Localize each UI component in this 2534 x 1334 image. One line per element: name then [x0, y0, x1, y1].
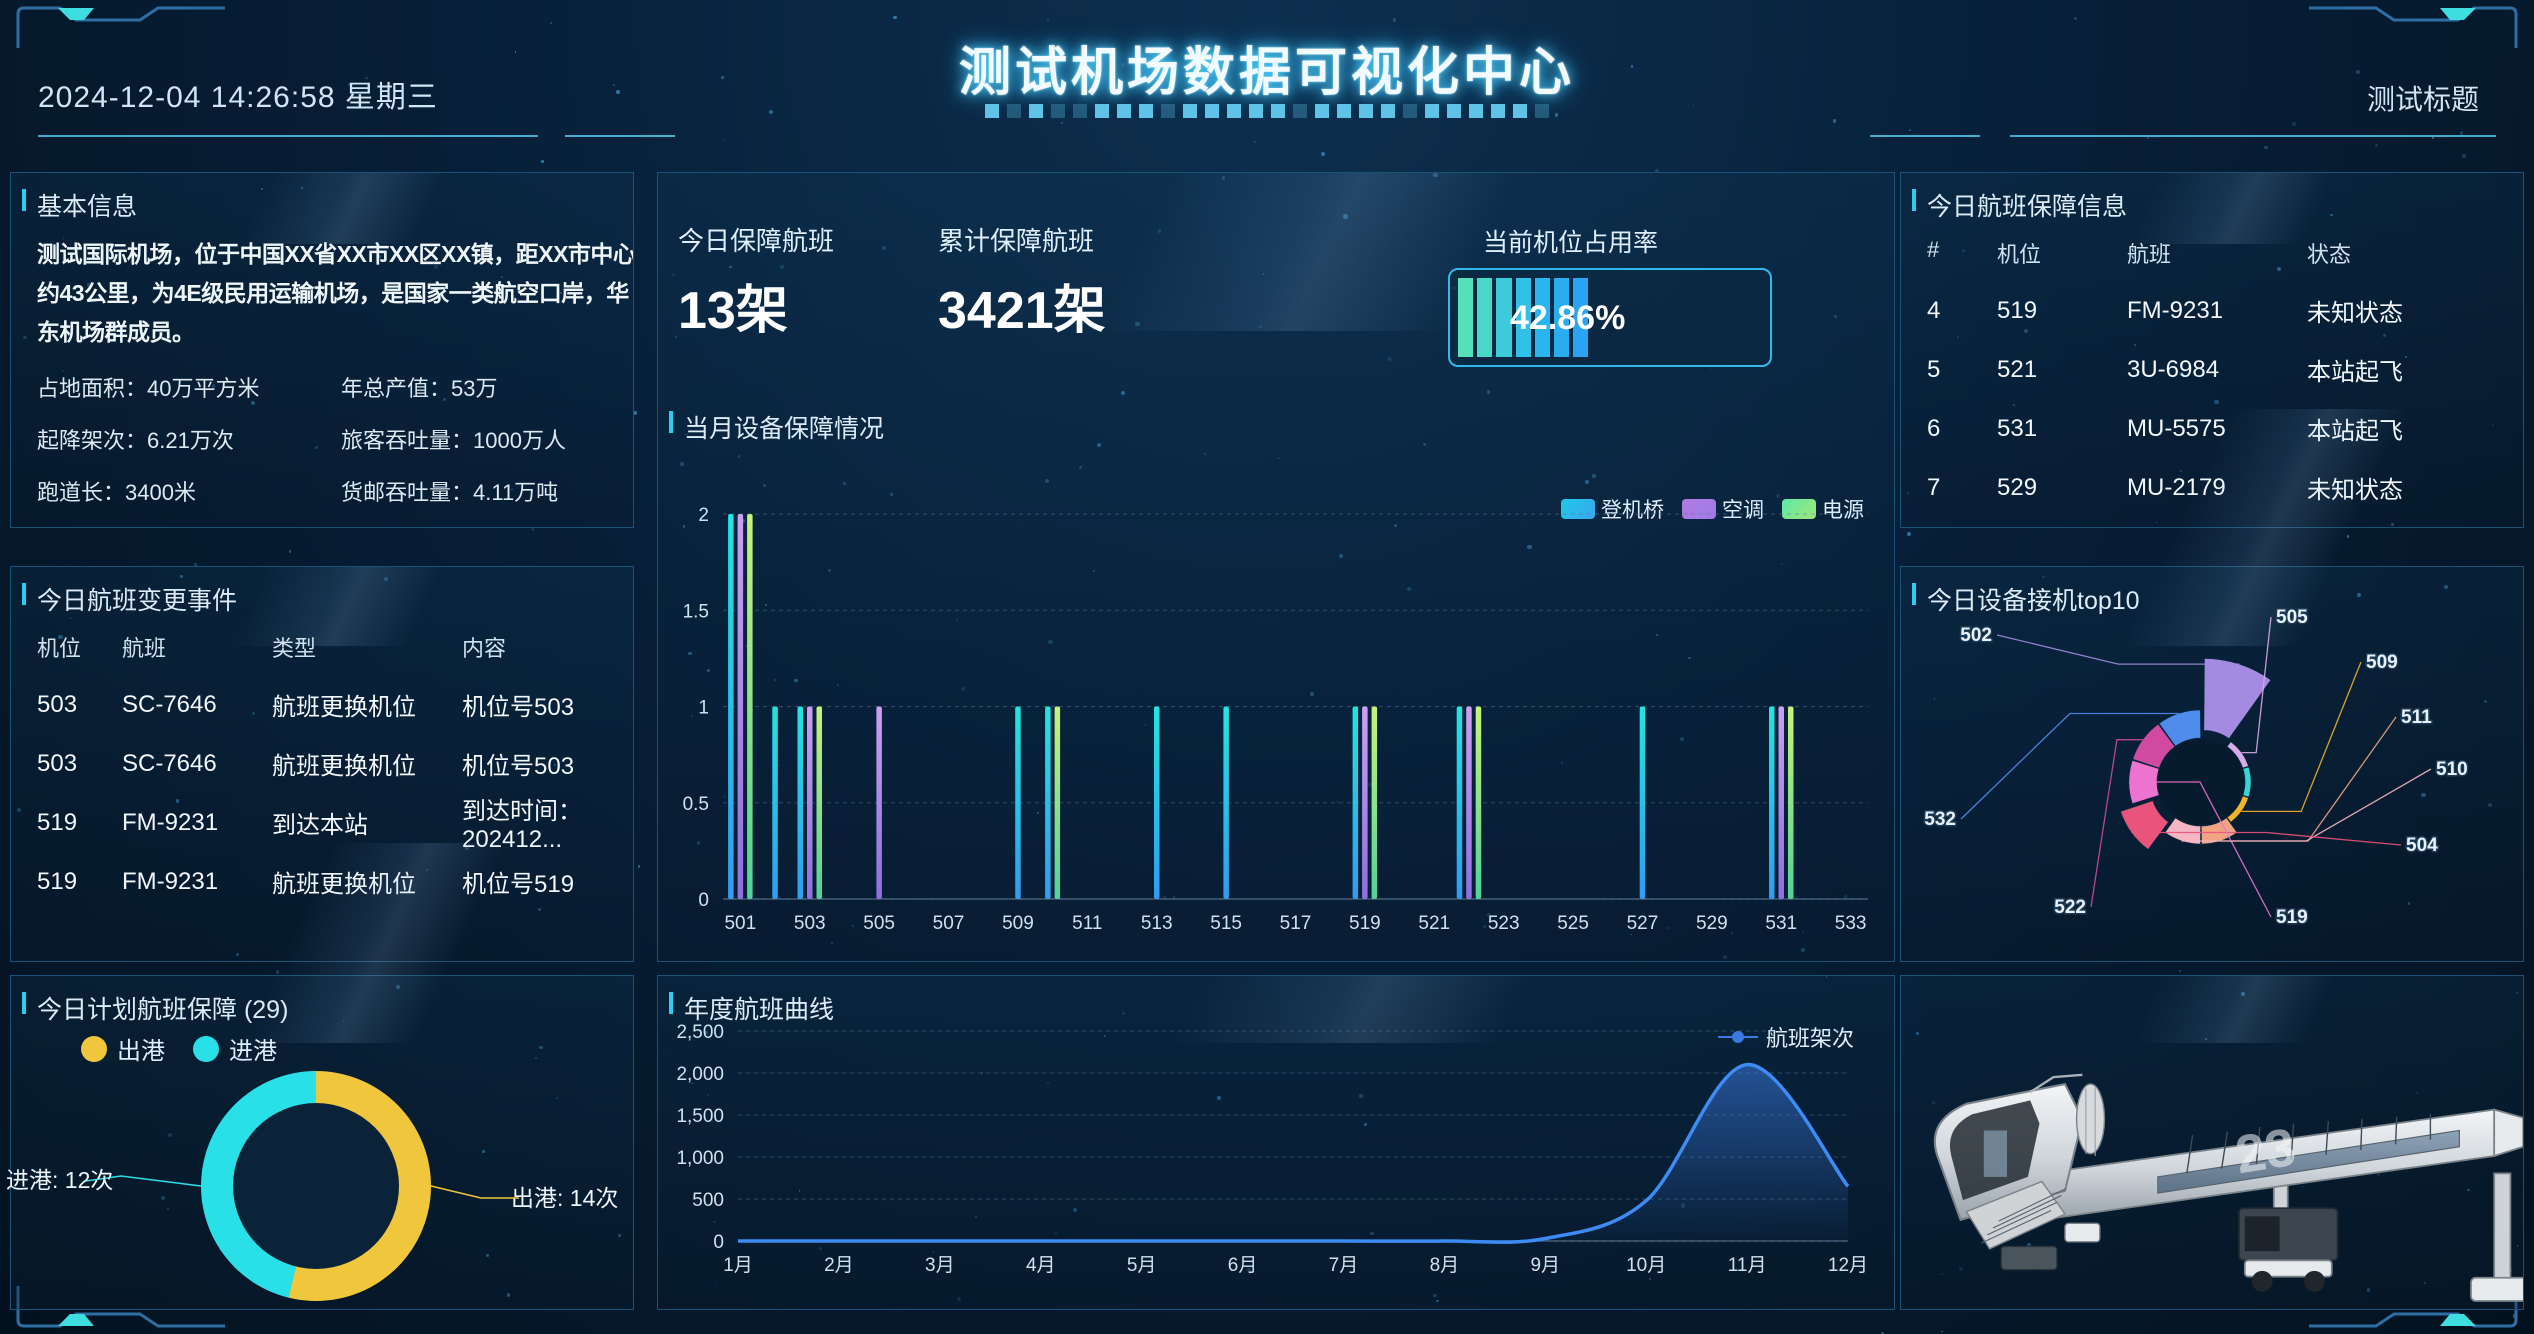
svg-text:522: 522	[2054, 897, 2086, 918]
svg-text:3月: 3月	[925, 1255, 955, 1276]
svg-text:505: 505	[863, 913, 895, 934]
svg-text:502: 502	[1960, 625, 1992, 646]
svg-text:6月: 6月	[1228, 1255, 1258, 1276]
svg-text:515: 515	[1210, 913, 1242, 934]
svg-text:5月: 5月	[1127, 1255, 1157, 1276]
svg-text:511: 511	[1072, 913, 1102, 934]
svg-text:517: 517	[1280, 913, 1312, 934]
svg-text:504: 504	[2406, 835, 2438, 856]
svg-text:525: 525	[1557, 913, 1589, 934]
svg-text:10月: 10月	[1626, 1255, 1666, 1276]
svg-text:519: 519	[2276, 907, 2308, 928]
svg-text:507: 507	[933, 913, 965, 934]
svg-text:0: 0	[713, 1232, 724, 1253]
svg-text:513: 513	[1141, 913, 1173, 934]
svg-text:11月: 11月	[1728, 1255, 1767, 1276]
svg-text:503: 503	[794, 913, 826, 934]
svg-text:23: 23	[2232, 1118, 2300, 1186]
svg-text:4月: 4月	[1026, 1255, 1056, 1276]
svg-text:511: 511	[2401, 707, 2432, 728]
svg-text:9月: 9月	[1530, 1255, 1560, 1276]
svg-text:7月: 7月	[1329, 1255, 1359, 1276]
svg-text:0: 0	[698, 890, 709, 911]
svg-text:1: 1	[698, 698, 709, 719]
svg-text:523: 523	[1488, 913, 1520, 934]
svg-text:521: 521	[1418, 913, 1450, 934]
svg-text:1.5: 1.5	[683, 601, 709, 622]
svg-text:531: 531	[1765, 913, 1797, 934]
svg-text:533: 533	[1835, 913, 1867, 934]
svg-text:0.5: 0.5	[683, 794, 709, 815]
svg-text:2: 2	[698, 505, 709, 526]
svg-text:527: 527	[1627, 913, 1659, 934]
svg-text:500: 500	[692, 1190, 724, 1211]
svg-text:505: 505	[2276, 607, 2308, 628]
svg-text:2,000: 2,000	[676, 1064, 724, 1085]
svg-text:501: 501	[724, 913, 756, 934]
svg-text:532: 532	[1924, 809, 1956, 830]
svg-text:509: 509	[2366, 652, 2398, 673]
svg-text:12月: 12月	[1828, 1255, 1868, 1276]
svg-text:510: 510	[2436, 759, 2468, 780]
svg-text:509: 509	[1002, 913, 1034, 934]
svg-text:8月: 8月	[1430, 1255, 1460, 1276]
svg-text:1,000: 1,000	[676, 1148, 724, 1169]
svg-text:2,500: 2,500	[676, 1022, 724, 1043]
svg-text:529: 529	[1696, 913, 1728, 934]
svg-text:2月: 2月	[824, 1255, 854, 1276]
svg-text:519: 519	[1349, 913, 1381, 934]
svg-text:1,500: 1,500	[676, 1106, 724, 1127]
svg-text:1月: 1月	[723, 1255, 753, 1276]
